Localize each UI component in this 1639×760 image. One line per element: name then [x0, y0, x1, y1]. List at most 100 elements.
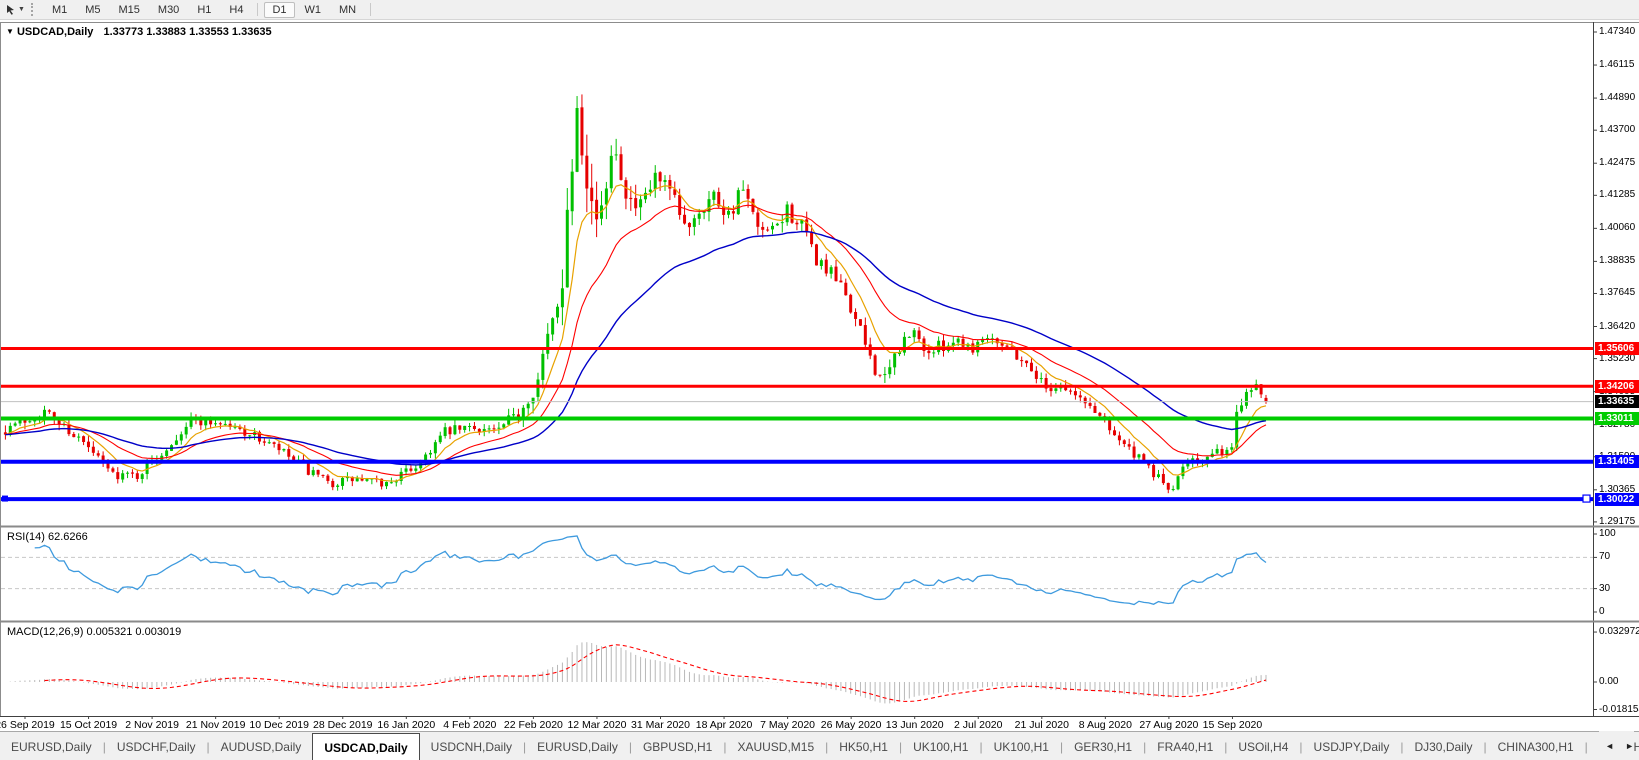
timeframe-button-m30[interactable]: M30 [157, 3, 180, 16]
tab-separator: | [723, 739, 727, 754]
date-axis-label: 18 Apr 2020 [695, 719, 753, 731]
timeframe-button-h1[interactable]: H1 [197, 3, 212, 16]
price-axis-tick: 1.44890 [1599, 92, 1636, 104]
chart-tab-usoil-h4[interactable]: USOil,H4 [1238, 739, 1289, 754]
tab-separator: | [1400, 739, 1404, 754]
cursor-tool-button[interactable]: ▼ [0, 4, 27, 15]
chart-title-symbol: USDCAD,Daily [16, 26, 94, 38]
macd-label: MACD(12,26,9) 0.005321 0.003019 [7, 626, 182, 638]
date-axis-label: 10 Dec 2019 [249, 719, 309, 731]
timeframe-button-m1[interactable]: M1 [51, 3, 68, 16]
price-badge: 1.31405 [1595, 455, 1639, 469]
price-badge: 1.35606 [1595, 341, 1639, 355]
date-axis-label: 21 Jul 2020 [1014, 719, 1069, 731]
chart-tab-eurusd-daily[interactable]: EURUSD,Daily [11, 739, 92, 754]
chart-tab-china300-h1[interactable]: CHINA300,H1 [1497, 739, 1574, 754]
price-axis-tick: 1.47340 [1599, 26, 1636, 37]
timeframe-button-m5[interactable]: M5 [85, 3, 101, 16]
tab-separator: | [1483, 739, 1487, 754]
timeframe-button-w1[interactable]: W1 [304, 3, 322, 16]
macd-axis-label: 0.00 [1599, 676, 1619, 687]
price-axis-tick: 1.42475 [1599, 157, 1636, 169]
price-badge: 1.33011 [1595, 411, 1639, 425]
date-axis-label: 8 Aug 2020 [1078, 719, 1132, 731]
toolbar-grip-handle[interactable] [30, 3, 36, 16]
price-axis-tick: 1.37645 [1599, 287, 1636, 299]
tab-scroll-left-icon[interactable]: ◄ [1605, 740, 1615, 751]
price-axis-tick: 1.36420 [1599, 320, 1636, 332]
rsi-label: RSI(14) 62.6266 [7, 531, 88, 543]
price-axis-tick: 1.41285 [1599, 189, 1636, 201]
chart-tab-uk100-h1[interactable]: UK100,H1 [913, 739, 969, 754]
timeframe-button-h4[interactable]: H4 [229, 3, 244, 16]
timeframe-button-mn[interactable]: MN [339, 3, 357, 16]
chart-tab-audusd-daily[interactable]: AUDUSD,Daily [220, 739, 302, 754]
date-axis-label: 2 Jul 2020 [954, 719, 1003, 731]
date-axis-label: 13 Jun 2020 [885, 719, 944, 731]
rsi-axis-label: 100 [1599, 528, 1616, 539]
chart-tab-uk100-h1[interactable]: UK100,H1 [993, 739, 1049, 754]
title-arrow-icon: ▼ [6, 27, 14, 36]
tab-separator: | [102, 739, 106, 754]
chart-tab-ger30-h1[interactable]: GER30,H1 [1074, 739, 1133, 754]
tab-separator: | [206, 739, 210, 754]
rsi-axis-label: 70 [1599, 551, 1611, 563]
date-axis-label: 27 Aug 2020 [1139, 719, 1199, 731]
date-axis-label: 15 Sep 2020 [1202, 719, 1263, 731]
date-axis-label: 16 Jan 2020 [377, 719, 436, 731]
tab-separator: | [1143, 739, 1147, 754]
date-axis-label: 15 Oct 2019 [59, 719, 118, 731]
tab-separator: | [1059, 739, 1064, 754]
date-axis-label: 21 Nov 2019 [185, 719, 246, 731]
price-badge: 1.33635 [1595, 395, 1639, 409]
chart-tab-dj30-daily[interactable]: DJ30,Daily [1414, 739, 1473, 754]
price-axis-tick: 1.30365 [1599, 483, 1636, 495]
price-badge: 1.30022 [1595, 492, 1639, 506]
timeframe-button-m15[interactable]: M15 [118, 3, 140, 16]
date-axis-label: 31 Mar 2020 [631, 719, 690, 731]
chart-title: ▼ USDCAD,Daily 1.33773 1.33883 1.33553 1… [6, 26, 272, 38]
tab-scroll-right-icon[interactable]: ► [1625, 740, 1634, 751]
tab-separator: | [628, 739, 632, 754]
tab-separator: | [979, 739, 983, 754]
date-axis-label: 28 Dec 2019 [312, 719, 373, 731]
chart-tab-hk50-h1[interactable]: HK50,H1 [839, 739, 888, 754]
tab-separator: | [898, 739, 903, 754]
price-axis-tick: 1.35230 [1599, 352, 1636, 364]
price-axis-tick: 1.46115 [1599, 59, 1635, 71]
chart-tab-eurusd-daily[interactable]: EURUSD,Daily [537, 739, 618, 754]
toolbar-separator [257, 3, 259, 16]
tab-separator: | [523, 739, 527, 754]
date-axis-label: 4 Feb 2020 [443, 719, 497, 731]
chart-tab-usdjpy-daily[interactable]: USDJPY,Daily [1313, 739, 1390, 754]
cursor-arrow-icon [7, 5, 14, 15]
date-axis-label: 22 Feb 2020 [503, 719, 563, 731]
chart-tab-gbpusd-h1[interactable]: GBPUSD,H1 [642, 739, 713, 754]
tab-separator: | [1224, 739, 1228, 754]
tab-separator: | [825, 739, 829, 754]
date-axis-label: 2 Nov 2019 [125, 719, 179, 731]
macd-axis-label: -0.018154 [1599, 703, 1639, 715]
toolbar-separator [370, 3, 372, 16]
tab-separator: | [1299, 739, 1303, 754]
chart-title-ohlc: 1.33773 1.33883 1.33553 1.33635 [103, 26, 272, 38]
chart-tab-usdchf-daily[interactable]: USDCHF,Daily [116, 739, 196, 754]
dropdown-arrow-icon: ▼ [18, 6, 25, 13]
price-axis-tick: 1.38835 [1599, 255, 1636, 267]
rsi-axis-label: 0 [1599, 606, 1605, 617]
chart-tabbar: EURUSD,Daily | USDCHF,Daily | AUDUSD,Daily US… [0, 731, 1639, 760]
timeframe-button-d1[interactable]: D1 [264, 1, 295, 18]
chart-tab-usdcad-daily[interactable]: USDCAD,Daily [312, 733, 420, 760]
price-axis-tick: 1.40060 [1599, 222, 1636, 234]
price-badge: 1.34206 [1595, 379, 1639, 393]
chart-tab-usdcnh-daily[interactable]: USDCNH,Daily [430, 739, 513, 754]
date-axis-label: 26 May 2020 [820, 719, 882, 731]
chart-tab-fra40-h1[interactable]: FRA40,H1 [1157, 739, 1214, 754]
chart-tab-xauusd-m15[interactable]: XAUUSD,M15 [737, 739, 815, 754]
price-axis-tick: 1.29175 [1599, 515, 1636, 527]
date-axis-label: 26 Sep 2019 [0, 719, 55, 731]
tab-scroll-buttons: ◄ ► [1599, 731, 1634, 760]
tab-separator: | [1584, 739, 1588, 754]
